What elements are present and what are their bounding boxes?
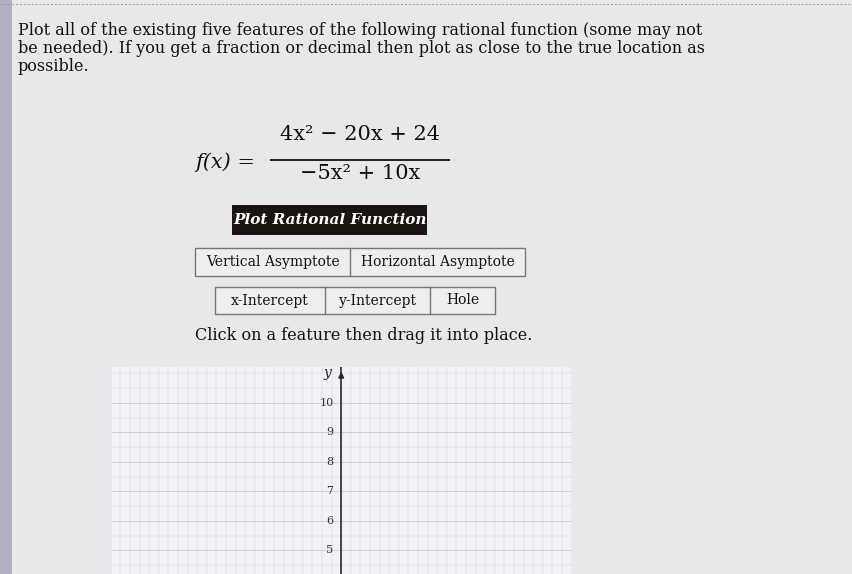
Text: 9: 9 xyxy=(326,427,333,437)
Text: Plot all of the existing five features of the following rational function (some : Plot all of the existing five features o… xyxy=(18,22,701,39)
Text: x-Intercept: x-Intercept xyxy=(231,293,308,308)
Text: Vertical Asymptote: Vertical Asymptote xyxy=(205,255,339,269)
FancyBboxPatch shape xyxy=(233,205,427,235)
Text: possible.: possible. xyxy=(18,58,89,75)
FancyBboxPatch shape xyxy=(195,248,524,276)
Text: 7: 7 xyxy=(326,486,333,497)
Text: 4x² − 20x + 24: 4x² − 20x + 24 xyxy=(279,125,440,144)
Text: Hole: Hole xyxy=(446,293,479,308)
Text: 5: 5 xyxy=(326,545,333,556)
Text: 8: 8 xyxy=(326,457,333,467)
Text: Click on a feature then drag it into place.: Click on a feature then drag it into pla… xyxy=(195,327,532,344)
Text: −5x² + 10x: −5x² + 10x xyxy=(299,164,420,183)
Text: be needed). If you get a fraction or decimal then plot as close to the true loca: be needed). If you get a fraction or dec… xyxy=(18,40,704,57)
Text: Plot Rational Function: Plot Rational Function xyxy=(233,213,426,227)
FancyBboxPatch shape xyxy=(0,0,12,574)
Text: y: y xyxy=(324,366,331,380)
Text: f(x) =: f(x) = xyxy=(195,152,262,172)
Text: 10: 10 xyxy=(319,398,333,408)
Text: Horizontal Asymptote: Horizontal Asymptote xyxy=(360,255,514,269)
Text: 6: 6 xyxy=(326,516,333,526)
Text: y-Intercept: y-Intercept xyxy=(338,293,416,308)
FancyBboxPatch shape xyxy=(215,287,494,314)
